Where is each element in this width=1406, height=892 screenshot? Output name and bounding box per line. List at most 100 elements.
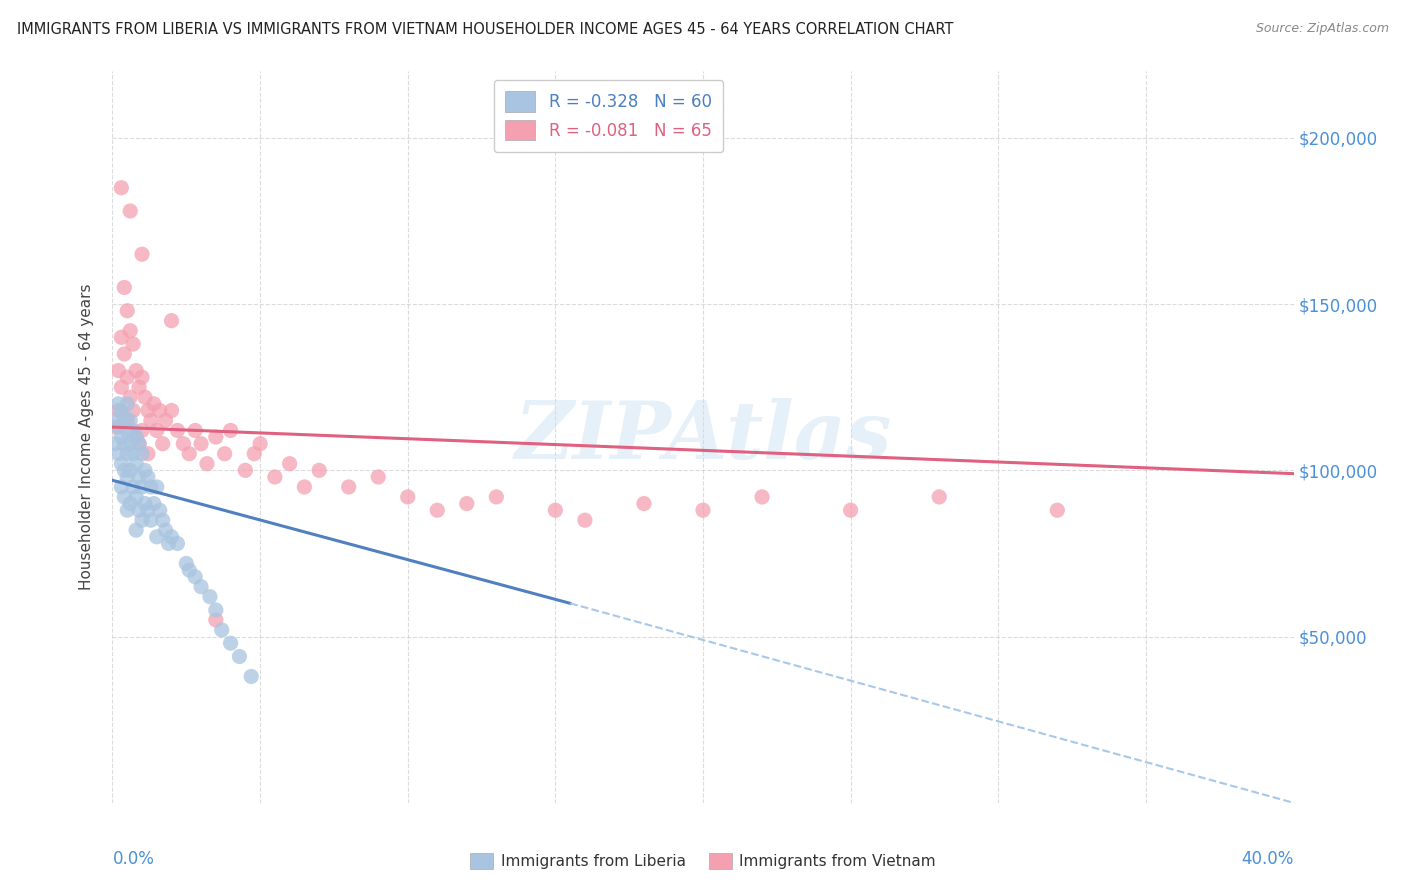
Point xyxy=(190,436,212,450)
Point xyxy=(152,513,174,527)
Point xyxy=(219,636,242,650)
Point xyxy=(142,497,165,511)
Point xyxy=(184,424,207,438)
Point xyxy=(122,337,145,351)
Point xyxy=(157,536,180,550)
Point xyxy=(146,530,169,544)
Point xyxy=(125,490,148,504)
Point xyxy=(136,403,159,417)
Point xyxy=(131,480,153,494)
Point xyxy=(155,523,177,537)
Point xyxy=(134,497,156,511)
Point xyxy=(426,503,449,517)
Point xyxy=(117,503,138,517)
Point xyxy=(117,397,138,411)
Point xyxy=(107,447,129,461)
Point xyxy=(136,447,159,461)
Text: 0.0%: 0.0% xyxy=(112,850,155,868)
Point xyxy=(146,480,169,494)
Point xyxy=(110,457,132,471)
Point xyxy=(142,397,165,411)
Point xyxy=(128,436,150,450)
Point xyxy=(205,603,228,617)
Point xyxy=(166,424,188,438)
Point xyxy=(198,590,221,604)
Point xyxy=(104,436,127,450)
Point xyxy=(120,413,142,427)
Point xyxy=(112,410,135,425)
Point xyxy=(155,413,177,427)
Point xyxy=(485,490,508,504)
Point xyxy=(228,649,250,664)
Point xyxy=(574,513,596,527)
Point xyxy=(117,370,138,384)
Point xyxy=(122,424,145,438)
Point xyxy=(544,503,567,517)
Point xyxy=(125,457,148,471)
Point xyxy=(112,490,135,504)
Point xyxy=(131,513,153,527)
Point xyxy=(112,347,135,361)
Point xyxy=(117,303,138,318)
Point xyxy=(214,447,236,461)
Point xyxy=(110,180,132,194)
Point xyxy=(120,497,142,511)
Point xyxy=(243,447,266,461)
Point xyxy=(125,363,148,377)
Point xyxy=(131,370,153,384)
Point xyxy=(104,413,127,427)
Point xyxy=(117,470,138,484)
Point xyxy=(751,490,773,504)
Point xyxy=(136,503,159,517)
Point xyxy=(264,470,287,484)
Legend: Immigrants from Liberia, Immigrants from Vietnam: Immigrants from Liberia, Immigrants from… xyxy=(464,847,942,875)
Point xyxy=(367,470,389,484)
Point xyxy=(122,447,145,461)
Point xyxy=(179,447,201,461)
Point xyxy=(149,403,172,417)
Point xyxy=(120,463,142,477)
Point xyxy=(107,420,129,434)
Point xyxy=(120,204,142,219)
Point xyxy=(928,490,950,504)
Point xyxy=(131,247,153,261)
Point xyxy=(110,430,132,444)
Point xyxy=(139,413,162,427)
Point xyxy=(110,480,132,494)
Point xyxy=(131,424,153,438)
Point xyxy=(125,523,148,537)
Text: IMMIGRANTS FROM LIBERIA VS IMMIGRANTS FROM VIETNAM HOUSEHOLDER INCOME AGES 45 - : IMMIGRANTS FROM LIBERIA VS IMMIGRANTS FR… xyxy=(17,22,953,37)
Point xyxy=(128,503,150,517)
Point xyxy=(125,430,148,444)
Point xyxy=(117,413,138,427)
Text: 40.0%: 40.0% xyxy=(1241,850,1294,868)
Point xyxy=(149,503,172,517)
Point xyxy=(134,463,156,477)
Point xyxy=(396,490,419,504)
Point xyxy=(692,503,714,517)
Point xyxy=(633,497,655,511)
Y-axis label: Householder Income Ages 45 - 64 years: Householder Income Ages 45 - 64 years xyxy=(79,284,94,591)
Point xyxy=(211,623,233,637)
Point xyxy=(233,463,256,477)
Point xyxy=(146,424,169,438)
Point xyxy=(120,324,142,338)
Point xyxy=(292,480,315,494)
Point xyxy=(110,330,132,344)
Point xyxy=(160,314,183,328)
Point xyxy=(1046,503,1069,517)
Point xyxy=(131,447,153,461)
Point xyxy=(195,457,218,471)
Point xyxy=(128,470,150,484)
Point xyxy=(166,536,188,550)
Point xyxy=(308,463,330,477)
Point xyxy=(107,397,129,411)
Point xyxy=(249,436,271,450)
Point xyxy=(125,430,148,444)
Point xyxy=(120,436,142,450)
Point xyxy=(128,380,150,394)
Point xyxy=(205,430,228,444)
Point xyxy=(172,436,194,450)
Point xyxy=(110,403,132,417)
Point xyxy=(184,570,207,584)
